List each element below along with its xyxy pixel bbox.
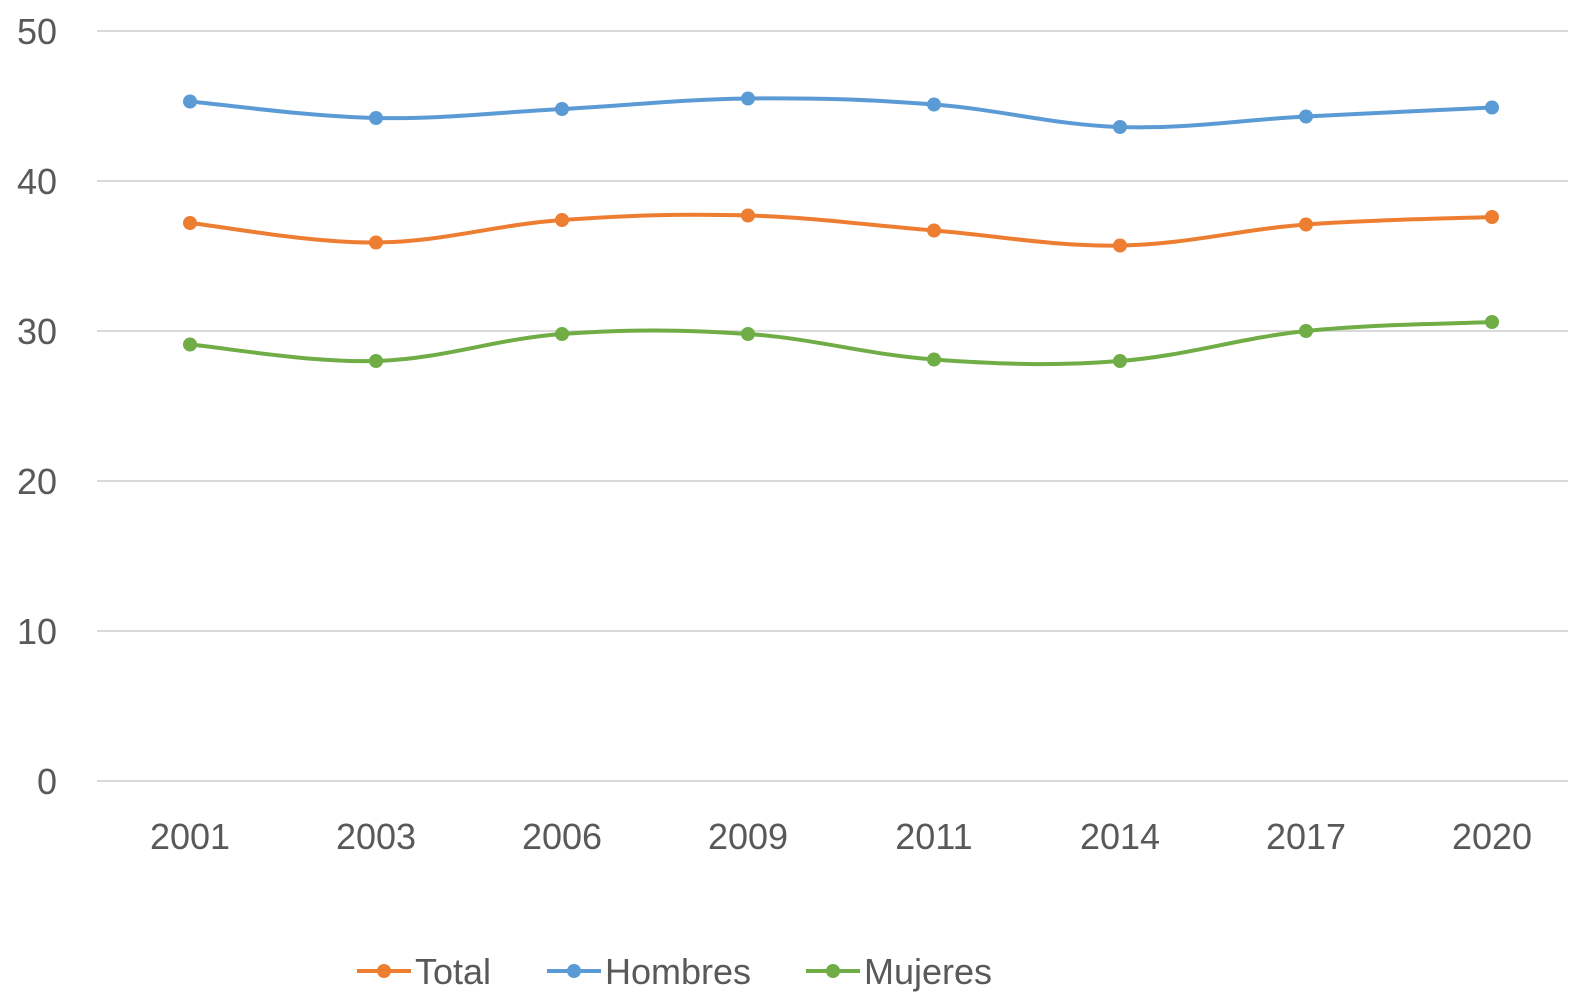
y-axis: 0 10 20 30 40 50: [17, 11, 57, 802]
data-point-mujeres-2001: [183, 337, 197, 352]
data-point-mujeres-2017: [1299, 324, 1313, 338]
data-point-mujeres-2009: [741, 327, 755, 341]
data-point-mujeres-2014: [1113, 354, 1127, 368]
x-tick-label: 2020: [1452, 816, 1532, 857]
data-point-hombres-2014: [1113, 120, 1127, 134]
data-point-total-2014: [1113, 238, 1127, 253]
x-tick-label: 2006: [522, 816, 602, 857]
legend-item-mujeres: Mujeres: [806, 951, 992, 992]
data-point-hombres-2001: [183, 94, 197, 109]
series-group: [183, 91, 1499, 368]
data-point-mujeres-2020: [1485, 315, 1499, 329]
series-mujeres: [183, 315, 1499, 368]
gridlines: [97, 30, 1568, 782]
data-point-total-2003: [369, 235, 383, 250]
y-tick-label: 30: [17, 311, 57, 352]
data-point-total-2001: [183, 216, 197, 230]
y-tick-label: 10: [17, 611, 57, 652]
x-tick-label: 2011: [895, 816, 972, 857]
legend-item-hombres: Hombres: [547, 951, 751, 992]
data-point-mujeres-2003: [369, 354, 383, 368]
legend-swatch-marker-hombres: [567, 964, 581, 978]
legend-swatch-marker-total: [377, 964, 391, 978]
data-point-hombres-2003: [369, 111, 383, 125]
x-tick-label: 2014: [1080, 816, 1160, 857]
y-tick-label: 0: [37, 761, 57, 802]
data-point-total-2017: [1299, 217, 1313, 232]
data-point-hombres-2006: [555, 102, 569, 116]
data-point-mujeres-2006: [555, 327, 569, 341]
legend-item-total: Total: [357, 951, 491, 992]
data-point-hombres-2017: [1299, 109, 1313, 124]
series-line-mujeres: [188, 320, 1494, 367]
x-tick-label: 2001: [150, 816, 230, 857]
legend-label-hombres: Hombres: [605, 951, 751, 992]
x-tick-label: 2017: [1266, 816, 1346, 857]
series-line-total: [188, 212, 1494, 248]
x-tick-label: 2009: [708, 816, 788, 857]
data-point-hombres-2011: [927, 97, 941, 112]
data-point-mujeres-2011: [927, 352, 941, 367]
legend-swatch-marker-mujeres: [826, 964, 840, 978]
legend-label-total: Total: [415, 951, 491, 992]
y-tick-label: 20: [17, 461, 57, 502]
legend-label-mujeres: Mujeres: [864, 951, 992, 992]
data-point-total-2020: [1485, 210, 1499, 224]
y-tick-label: 40: [17, 161, 57, 202]
data-point-total-2011: [927, 223, 941, 238]
y-tick-label: 50: [17, 11, 57, 52]
series-line-hombres: [188, 96, 1494, 130]
data-point-total-2006: [555, 213, 569, 227]
data-point-hombres-2009: [741, 91, 755, 106]
x-tick-label: 2003: [336, 816, 416, 857]
series-hombres: [183, 91, 1499, 134]
legend: Total Hombres Mujeres: [357, 951, 992, 992]
data-point-total-2009: [741, 208, 755, 223]
series-total: [183, 208, 1499, 253]
data-point-hombres-2020: [1485, 100, 1499, 115]
x-axis: 2001 2003 2006 2009 2011 2014 2017 2020: [150, 816, 1532, 857]
